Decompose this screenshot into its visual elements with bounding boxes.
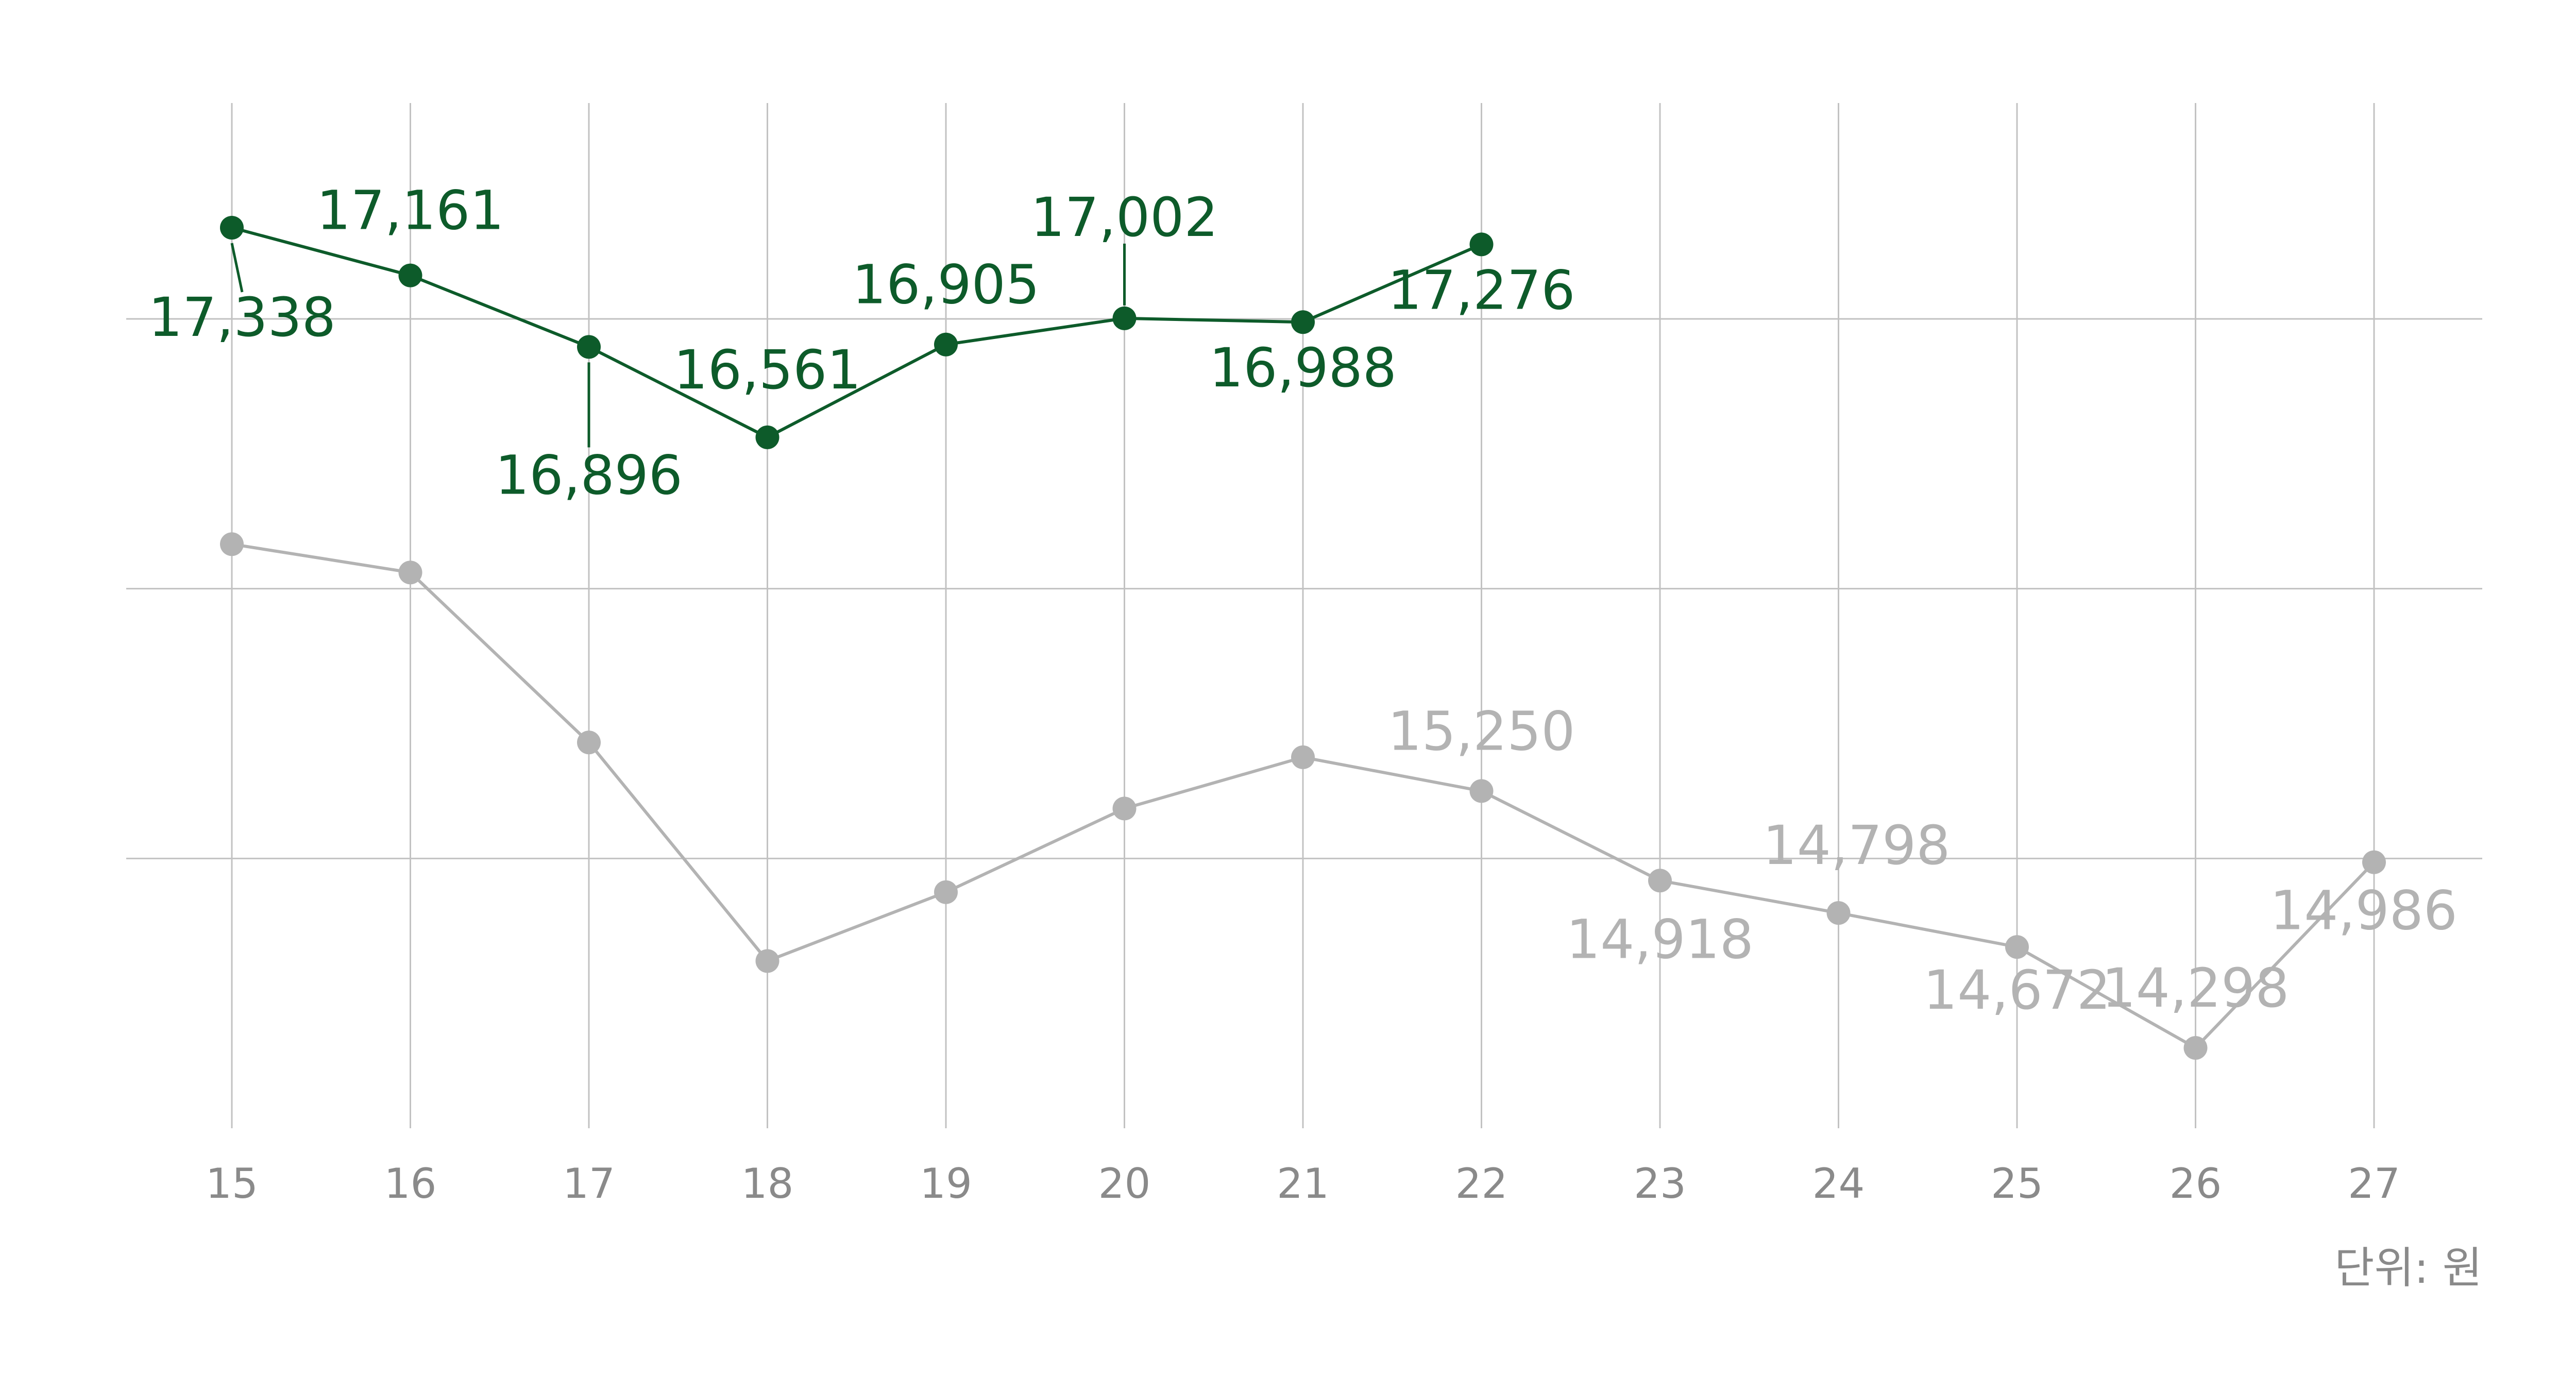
data-label-current: 17,338: [148, 286, 336, 349]
data-point-current: [755, 425, 779, 449]
data-label-current: 16,905: [852, 253, 1040, 316]
x-tick-label: 22: [1455, 1160, 1508, 1208]
data-label-previous: 14,986: [2270, 879, 2458, 942]
x-tick-label: 27: [2348, 1160, 2400, 1208]
x-tick-label: 17: [563, 1160, 615, 1208]
data-point-current: [398, 263, 422, 287]
data-point-previous: [1112, 796, 1137, 821]
data-label-previous: 15,250: [1388, 700, 1575, 762]
series-layer: [220, 215, 2386, 1060]
data-label-current: 17,002: [1031, 186, 1218, 249]
data-label-previous: 14,798: [1763, 814, 1951, 877]
x-tick-label: 23: [1634, 1160, 1686, 1208]
x-tick-label: 25: [1991, 1160, 2043, 1208]
data-point-previous: [1648, 869, 1672, 893]
data-point-previous: [934, 880, 958, 904]
data-point-previous: [1291, 745, 1315, 769]
data-point-current: [1469, 232, 1494, 257]
x-tick-label: 20: [1098, 1160, 1151, 1208]
label-leader-line: [230, 243, 244, 293]
x-axis: 15 16 17 18 19 20 21 22 23 24 25 26 27: [206, 1160, 2400, 1208]
data-label-current: 16,561: [674, 338, 861, 401]
data-label-current: 16,896: [495, 444, 683, 506]
data-label-current: 17,276: [1388, 259, 1575, 321]
data-point-current: [577, 335, 601, 359]
x-tick-label: 19: [920, 1160, 972, 1208]
x-tick-label: 15: [206, 1160, 258, 1208]
unit-label: 단위: 원: [2334, 1243, 2482, 1293]
data-point-previous: [755, 949, 779, 973]
data-point-previous: [1826, 901, 1851, 925]
data-point-previous: [398, 561, 422, 585]
data-point-previous: [2362, 850, 2386, 874]
data-point-current: [1291, 310, 1315, 334]
data-point-current: [934, 332, 958, 357]
data-point-previous: [577, 731, 601, 755]
data-point-previous: [2183, 1036, 2208, 1060]
data-point-previous: [2005, 935, 2029, 959]
data-label-previous: 14,298: [2102, 957, 2290, 1020]
data-label-current: 16,988: [1209, 336, 1397, 399]
data-label-previous: 14,918: [1566, 908, 1754, 971]
data-point-previous: [1469, 779, 1494, 803]
x-tick-label: 24: [1812, 1160, 1865, 1208]
data-point-current: [220, 215, 244, 240]
x-tick-label: 21: [1277, 1160, 1329, 1208]
x-tick-label: 18: [741, 1160, 794, 1208]
series-line-current: [231, 226, 1482, 439]
x-tick-label: 16: [384, 1160, 437, 1208]
data-point-current: [1112, 306, 1137, 330]
data-point-previous: [220, 532, 244, 556]
data-label-current: 17,161: [317, 179, 504, 242]
data-label-previous: 14,672: [1923, 959, 2111, 1022]
x-tick-label: 26: [2170, 1160, 2222, 1208]
